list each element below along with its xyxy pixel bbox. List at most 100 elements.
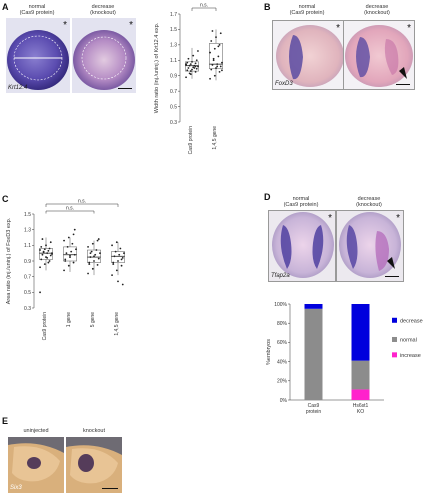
data-point (216, 65, 219, 68)
panel-a-asterisk-knockout: * (129, 20, 133, 31)
chart-c-svg: 0.3 0.5 0.7 0.9 1.1 1.3 1.5 Area ratio (inj./un… (6, 199, 125, 340)
data-point (194, 62, 197, 65)
data-point (219, 65, 222, 68)
data-point (218, 70, 221, 73)
y-tick-label: 60% (277, 340, 288, 346)
panel-e-knockout-label: knockout (82, 428, 105, 434)
data-point (115, 241, 118, 244)
x-tick-label-line2: protein (306, 409, 322, 415)
data-point (210, 40, 213, 42)
panel-letter-c: C (2, 194, 9, 204)
data-point (191, 68, 193, 71)
x-tick-label: 1 gene (66, 312, 72, 328)
data-point (88, 261, 91, 264)
data-point (218, 43, 221, 46)
data-point (213, 47, 216, 50)
panel-d-photo-normal: * Tfap2a (268, 210, 336, 282)
panel-d-normal-subtitle: (Cas9 protein) (283, 202, 319, 208)
data-point (210, 68, 213, 71)
data-point (188, 64, 191, 67)
data-point (69, 256, 71, 258)
data-point (112, 261, 115, 264)
data-point (186, 61, 189, 64)
data-point (43, 248, 46, 251)
data-point (211, 30, 214, 32)
data-point (186, 69, 189, 72)
data-point (215, 36, 217, 39)
data-point (97, 238, 100, 240)
data-point (46, 256, 49, 259)
data-point (111, 244, 113, 247)
data-point (123, 252, 125, 255)
panel-b-normal-label: normal (Cas9 protein) (272, 4, 342, 16)
bar-segment-decrease (351, 304, 370, 361)
y-tick-label: 1.7 (170, 12, 177, 18)
y-tick-label: 0% (280, 398, 288, 404)
panel-b-decrease-label: decrease (knockout) (342, 4, 412, 16)
y-axis-title: Area ratio (inj./uninj.) of FoxD3 exp. (6, 217, 12, 304)
data-point (87, 246, 89, 248)
panel-b-photo-normal: * FoxD3 (272, 20, 344, 90)
y-tick-label: 1.1 (24, 243, 31, 249)
panel-d-decrease-subtitle: (knockout) (356, 202, 382, 208)
data-point (189, 70, 192, 72)
data-point (41, 253, 44, 256)
panel-a-normal-label: normal (Cas9 protein) (6, 4, 68, 16)
data-point (89, 256, 92, 258)
data-point (43, 263, 46, 266)
data-point (194, 65, 197, 68)
data-point (189, 63, 192, 66)
panel-e-photo-uninjected: Six3 (8, 437, 64, 493)
panel-a-decrease-title: decrease (91, 4, 115, 10)
bar-segment-increase (351, 389, 370, 400)
panel-a-photo-knockout: * (72, 18, 136, 93)
data-point (118, 253, 121, 256)
panel-d-gene-label: Tfap2a (271, 273, 290, 279)
data-point (221, 61, 223, 64)
panel-letter-d: D (264, 192, 271, 202)
panel-d-normal-label: normal (Cas9 protein) (268, 196, 334, 208)
y-tick-label: 0.3 (24, 306, 31, 312)
data-point (45, 244, 47, 247)
data-point (88, 263, 91, 266)
x-tick-label: 5 gene (90, 312, 96, 328)
data-point (217, 55, 220, 58)
significance-bracket-outer (45, 203, 119, 207)
chart-a: 0.3 0.5 0.7 0.9 1.1 1.3 1.5 1.7 Width ratio (inj… (150, 0, 230, 165)
bar-segment-normal (304, 308, 323, 400)
data-point (64, 258, 67, 261)
y-tick-label: 0.9 (170, 74, 177, 80)
data-point (213, 74, 216, 77)
data-point (111, 274, 113, 276)
legend-label-normal: normal (400, 337, 417, 343)
x-tick-label-line1: Cas9 (308, 403, 320, 409)
chart-a-svg: 0.3 0.5 0.7 0.9 1.1 1.3 1.5 1.7 Width ratio (inj… (154, 3, 223, 154)
data-point (194, 70, 197, 73)
data-point (63, 239, 65, 242)
data-point (117, 280, 119, 283)
y-tick-label: 100% (274, 302, 287, 308)
panel-d-decrease-title: decrease (357, 196, 381, 202)
panel-e-uninjected-label: uninjected (23, 428, 49, 434)
panel-d-normal-title: normal (292, 196, 310, 202)
y-tick-label: 80% (277, 321, 288, 327)
scale-bar-e (102, 487, 118, 489)
data-point (47, 261, 50, 264)
data-point (185, 63, 187, 66)
data-point (63, 269, 65, 272)
scale-bar-a (118, 87, 132, 89)
legend-swatch-normal (392, 336, 397, 342)
data-point (216, 63, 219, 66)
panel-b-decrease-title: decrease (365, 4, 389, 10)
chart-c: 0.3 0.5 0.7 0.9 1.1 1.3 1.5 Area ratio (inj./un… (0, 196, 150, 346)
data-point (48, 260, 51, 262)
data-point (197, 65, 199, 68)
panel-b-asterisk-normal: * (336, 23, 340, 34)
significance-label-outer: n.s. (78, 199, 86, 205)
panel-a-asterisk-normal: * (63, 20, 67, 31)
data-point (197, 50, 199, 52)
y-axis-title: Width ratio (inj./uninj.) of Krt12.4 exp… (154, 22, 160, 113)
data-point (48, 247, 51, 250)
y-tick-label: 0.7 (24, 274, 31, 280)
data-point (215, 67, 217, 69)
